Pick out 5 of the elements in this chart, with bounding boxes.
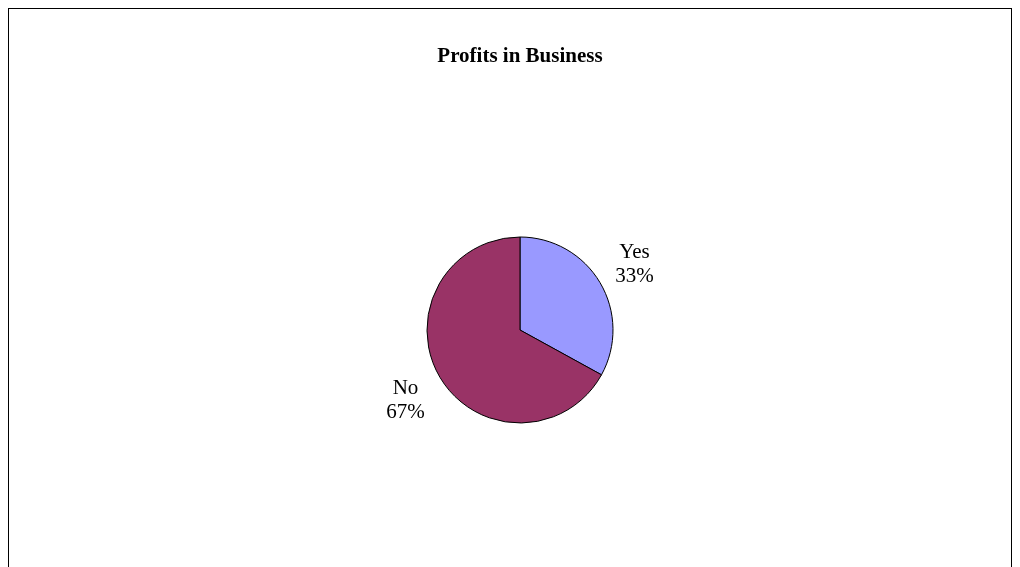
data-label: 67% — [386, 398, 425, 423]
slice-label: Yes — [619, 239, 650, 264]
slice-label: No — [392, 374, 419, 399]
data-label: 33% — [615, 263, 654, 288]
chart-title: Profits in Business — [437, 43, 603, 67]
